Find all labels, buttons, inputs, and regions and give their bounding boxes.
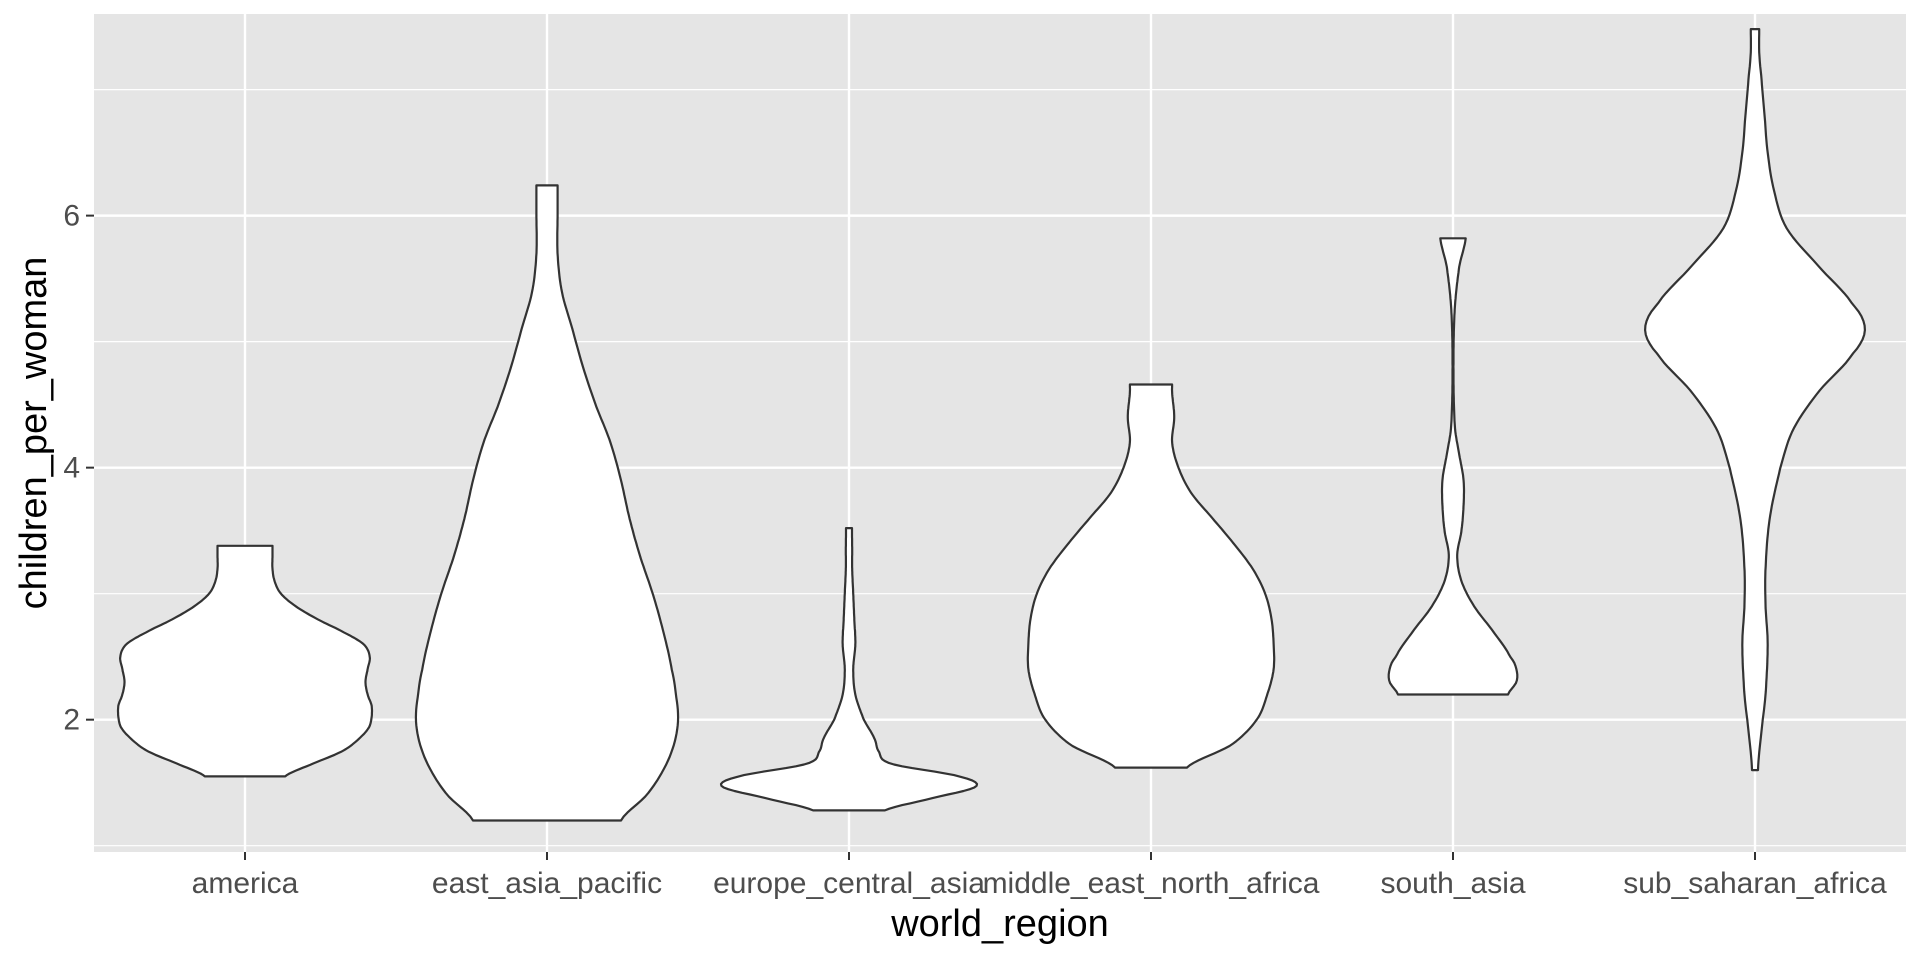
y-tick-label: 2 <box>63 704 80 737</box>
violin-south-asia <box>1387 237 1519 696</box>
x-tick-label-east-asia-pacific: east_asia_pacific <box>432 867 662 900</box>
y-axis-title: children_per_woman <box>13 257 55 610</box>
violin-europe-central-asia <box>719 527 979 812</box>
violin-east-asia-pacific <box>414 184 680 822</box>
x-tick-label-middle-east-north-africa: middle_east_north_africa <box>983 867 1320 900</box>
x-tick-label-south-asia: south_asia <box>1380 867 1525 900</box>
plot-panel <box>94 14 1906 852</box>
violin-america <box>116 544 374 778</box>
x-tick-label-america: america <box>192 867 299 900</box>
y-tick-label: 4 <box>63 452 80 485</box>
x-tick-label-sub-saharan-africa: sub_saharan_africa <box>1623 867 1887 900</box>
violin-sub-saharan-africa <box>1644 28 1866 772</box>
y-tick-label: 6 <box>63 200 80 233</box>
minor-gridlines <box>94 89 1906 847</box>
violin-group <box>116 28 1866 822</box>
y-axis: 2 4 6 <box>63 200 94 737</box>
violin-middle-east-north-africa <box>1026 383 1276 769</box>
x-axis: america east_asia_pacific europe_central_a… <box>192 852 1887 900</box>
x-axis-title: world_region <box>890 903 1109 945</box>
x-tick-label-europe-central-asia: europe_central_asia <box>713 867 985 900</box>
